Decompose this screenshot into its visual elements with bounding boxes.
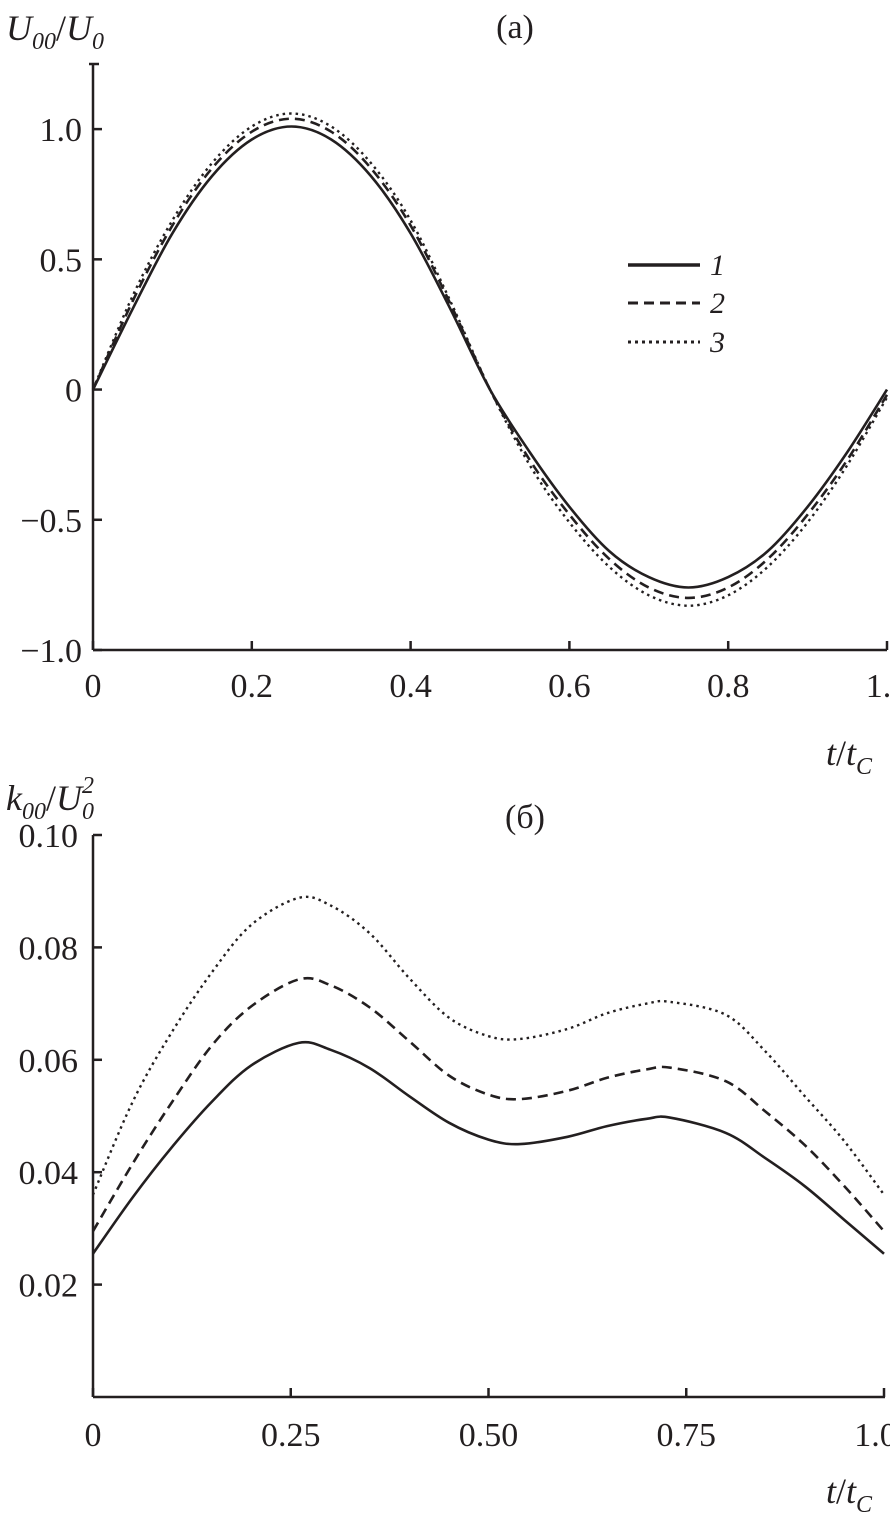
panel-b-y-tick-label: 0.04	[19, 1155, 79, 1192]
panel-a-y-tick-label: −1.0	[20, 633, 82, 670]
panel-b-series-1-line	[91, 1040, 885, 1255]
panel-b: (б) k00/U02 00.250.500.751.000.020.040.0…	[6, 773, 890, 1518]
panel-b-xlabel-base: t	[826, 1471, 837, 1511]
panel-a-xlabel: t/tC	[826, 733, 873, 780]
panel-a-ylabel-sub2: 0	[92, 29, 104, 55]
panel-a-x-tick-label: 0.2	[231, 668, 274, 705]
panel-b-x-tick-label: 0.25	[261, 1417, 321, 1454]
panel-b-x-tick-label: 0.75	[657, 1417, 717, 1454]
panel-b-series-3-line	[91, 895, 885, 1196]
panel-a-ylabel-slash: /	[56, 8, 66, 48]
panel-a-y-tick-label: 1.0	[40, 112, 83, 149]
panel-b-ylabel: k00/U02	[6, 773, 94, 825]
panel-a: (a) U00/U0 00.20.40.60.81.0−1.0−0.500.51…	[6, 8, 890, 780]
panel-b-ylabel-slash: /	[46, 778, 56, 818]
panel-a-x-tick-label: 1.0	[866, 668, 890, 705]
panel-a-y-tick-label: 0.5	[40, 242, 83, 279]
panel-a-series-2-line	[91, 117, 889, 600]
panel-a-xlabel-sub2: C	[856, 754, 873, 780]
legend-label-series-2: 2	[710, 287, 725, 320]
panel-b-y-tick-label: 0.08	[19, 930, 79, 967]
panel-a-xlabel-slash: /	[836, 733, 846, 773]
panel-b-series-2-line	[91, 976, 885, 1233]
legend-label-series-1: 1	[710, 249, 725, 282]
panel-b-ticks: 0 0.25 0.50 0.75 1.00 0.02 0.04 0.06 0.08 0.10	[19, 818, 890, 1454]
panel-b-ylabel-sup2: 2	[82, 773, 94, 799]
legend-label-series-3: 3	[709, 326, 725, 359]
panel-a-x-tick-label: 0.4	[389, 668, 432, 705]
panel-b-ylabel-sub: 00	[22, 799, 46, 825]
panel-a-ylabel-base2: U	[66, 8, 94, 48]
panel-a-x-tick-label: 0.8	[707, 668, 750, 705]
panel-a-ylabel-base: U	[6, 8, 34, 48]
panel-b-xlabel: t/tC	[826, 1471, 873, 1518]
panel-a-ylabel-sub: 00	[32, 29, 56, 55]
panel-b-ylabel-base2: U	[56, 778, 84, 818]
panel-b-xlabel-sub2: C	[856, 1492, 873, 1518]
panel-a-ylabel: U00/U0	[6, 8, 104, 55]
panel-b-xlabel-base2: t	[846, 1471, 857, 1511]
panel-b-y-tick-label: 0.10	[19, 818, 79, 855]
panel-a-legend: 1 2 3	[628, 249, 725, 359]
panel-b-y-tick-label: 0.06	[19, 1043, 79, 1080]
panel-a-series	[91, 112, 889, 607]
panel-b-label: (б)	[505, 799, 545, 836]
panel-b-ylabel-base: k	[6, 778, 23, 818]
panel-a-y-tick-label: 0	[65, 373, 82, 410]
panel-a-xlabel-base2: t	[846, 733, 857, 773]
panel-a-x-tick-label: 0.6	[548, 668, 591, 705]
panel-a-label: (a)	[496, 9, 534, 46]
panel-b-x-tick-label: 0.50	[459, 1417, 519, 1454]
panel-b-ylabel-sub2: 0	[82, 799, 94, 825]
panel-b-y-tick-label: 0.02	[19, 1268, 79, 1305]
panel-b-x-tick-label: 0	[85, 1417, 102, 1454]
panel-a-y-tick-label: −0.5	[20, 503, 82, 540]
panel-a-x-tick-label: 0	[85, 668, 102, 705]
panel-a-xlabel-base: t	[826, 733, 837, 773]
panel-b-xlabel-slash: /	[836, 1471, 846, 1511]
panel-b-series	[91, 895, 885, 1255]
panel-a-ticks: 0 0.2 0.4 0.6 0.8 1.0 −1.0 −0.5 0 0.5 1.0	[20, 112, 890, 705]
panel-b-x-tick-label: 1.00	[854, 1417, 890, 1454]
